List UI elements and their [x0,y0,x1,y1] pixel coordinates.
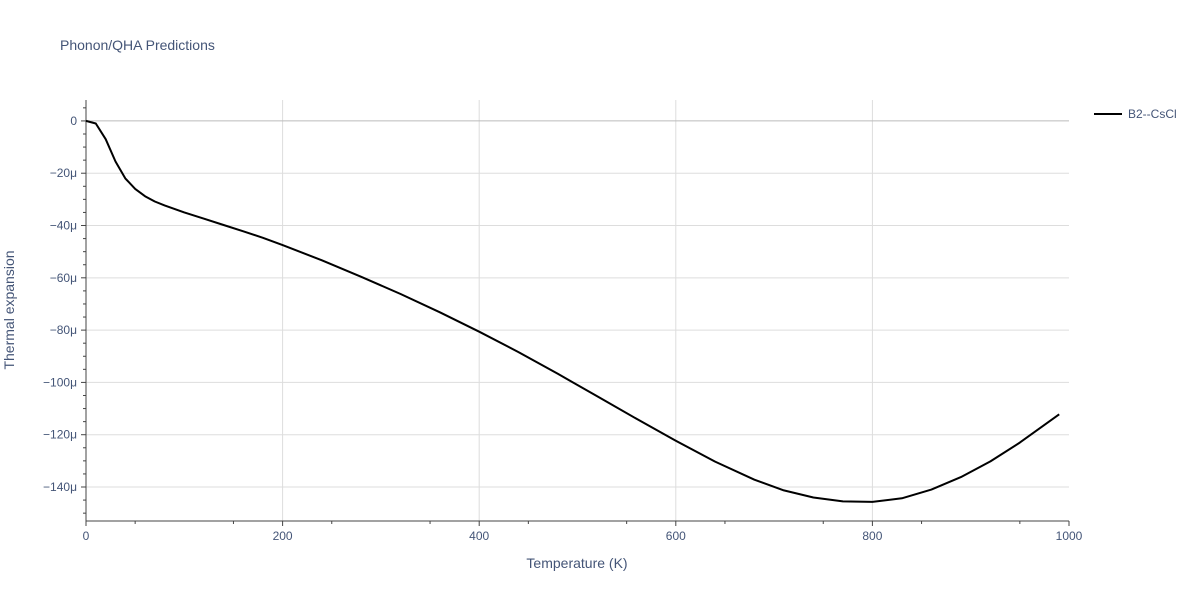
y-tick-label: −120μ [43,428,77,442]
axis-layer: 0 200 400 600 800 1000 0 −20μ −40μ −60μ −80μ −100μ −… [43,100,1083,543]
chart-title: Phonon/QHA Predictions [60,37,215,53]
y-tick-label: −80μ [50,323,77,337]
y-tick-label: −40μ [50,219,77,233]
grid-layer [86,100,1069,521]
series-layer [85,119,1060,503]
series-line [85,119,1060,503]
y-tick-label: −20μ [50,166,77,180]
x-tick-label: 400 [469,529,489,543]
y-tick-label: −100μ [43,375,77,389]
x-tick-label: 600 [666,529,686,543]
x-tick-label: 800 [862,529,882,543]
x-tick-label: 0 [83,529,90,543]
y-tick-label: −60μ [50,271,77,285]
x-tick-label: 200 [273,529,293,543]
legend[interactable]: B2--CsCl [1094,107,1177,121]
legend-label: B2--CsCl [1128,107,1177,121]
y-axis-title: Thermal expansion [1,250,17,369]
y-tick-label: −140μ [43,480,77,494]
y-tick-label: 0 [70,114,77,128]
x-tick-label: 1000 [1056,529,1083,543]
x-axis-title: Temperature (K) [526,555,627,571]
